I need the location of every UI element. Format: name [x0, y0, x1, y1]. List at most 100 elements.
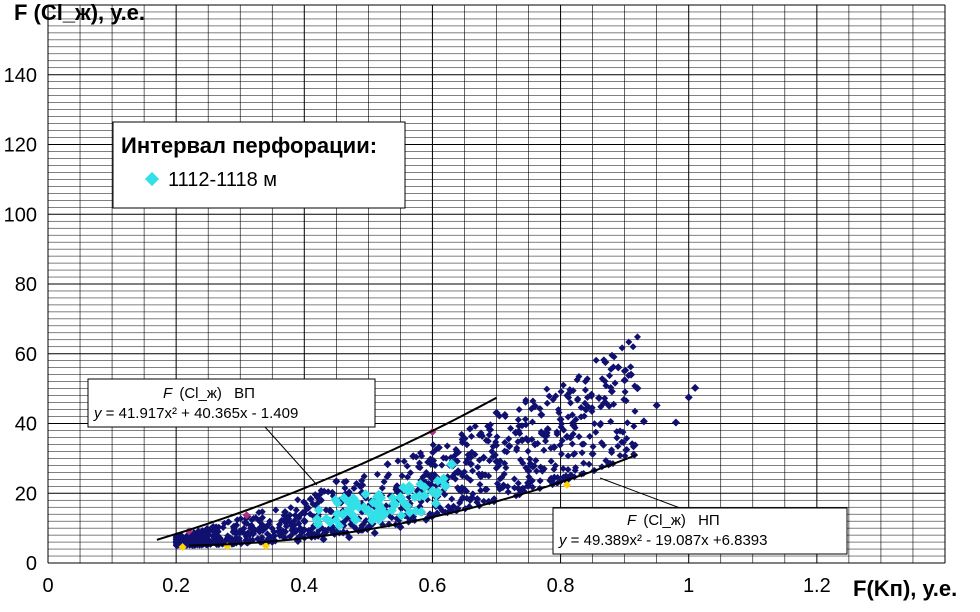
svg-text:y = 41.917x² + 40.365x: y = 41.917x² + 40.365x - 1.409 [93, 405, 298, 422]
data-point-cloud [459, 493, 467, 501]
data-point-cloud [481, 471, 489, 479]
data-point-highlight [321, 513, 332, 524]
data-point-cloud [569, 387, 577, 395]
data-point-cloud [271, 532, 279, 540]
data-point-cloud [484, 437, 492, 445]
data-point [306, 495, 315, 504]
data-point [486, 425, 495, 434]
data-point-highlight [353, 502, 364, 513]
data-point-cloud [542, 437, 550, 445]
data-point-cloud [400, 457, 408, 465]
data-point-cloud [560, 426, 568, 434]
data-point-cloud [378, 484, 386, 492]
data-point-cloud [625, 338, 633, 346]
data-point-cloud [517, 456, 525, 464]
data-point-cloud [606, 372, 614, 380]
data-point [261, 541, 270, 550]
data-point-cloud [553, 428, 561, 436]
y-axis-ticks: 0 20 40 60 80 100 120 140 [4, 65, 37, 575]
data-point-cloud [618, 344, 626, 352]
data-point-cloud [628, 440, 636, 448]
data-point-cloud [621, 388, 629, 396]
data-point-cloud [623, 446, 631, 454]
data-point-cloud [526, 461, 534, 469]
data-point-cloud [583, 375, 591, 383]
data-point-cloud [511, 484, 519, 492]
data-point-cloud [573, 396, 581, 404]
data-point-cloud [629, 343, 637, 351]
data-point [588, 449, 597, 458]
y-tick-label: 20 [15, 483, 37, 505]
data-point [300, 516, 309, 525]
data-point-highlight [334, 520, 345, 531]
y-tick-label: 80 [15, 274, 37, 296]
data-point-highlight [332, 508, 343, 519]
y-axis-title: F (Cl_ж), у.е. [14, 0, 145, 25]
data-point-cloud [255, 508, 263, 516]
data-point-highlight [313, 505, 324, 516]
data-point-highlight [432, 475, 443, 486]
data-point-cloud [466, 425, 474, 433]
data-point-cloud [540, 446, 548, 454]
trendline-label-vp-leader [264, 426, 318, 486]
data-point-cloud [613, 434, 621, 442]
data-point-cloud [577, 413, 585, 421]
data-point-cloud [510, 475, 518, 483]
data-point-cloud [254, 535, 262, 543]
data-point-cloud [521, 415, 529, 423]
legend-title: Интервал перфорации: [121, 133, 377, 158]
data-point [595, 394, 604, 403]
data-point [562, 480, 571, 489]
data-point-cloud [272, 506, 280, 514]
data-point-cloud [503, 448, 511, 456]
data-point-cloud [485, 431, 493, 439]
data-point-cloud [486, 457, 494, 465]
data-point-cloud [321, 526, 329, 534]
data-point-cloud [618, 438, 626, 446]
data-point-cloud [394, 457, 402, 465]
data-point-cloud [288, 526, 296, 534]
data-point-cloud [559, 381, 567, 389]
data-point-cloud [631, 407, 639, 415]
data-point-cloud [489, 443, 497, 451]
data-point-cloud [568, 440, 576, 448]
svg-text:F (Cl_ж) НП: F (Cl_ж) НП [627, 512, 720, 529]
data-point-cloud [316, 490, 324, 498]
data-point-cloud [623, 419, 631, 427]
data-point [454, 467, 463, 476]
data-point-cloud [550, 465, 558, 473]
data-point-cloud [567, 399, 575, 407]
data-point-cloud [533, 467, 541, 475]
data-point [223, 534, 232, 543]
data-point [627, 370, 636, 379]
data-point-cloud [311, 491, 319, 499]
data-point-cloud [406, 469, 414, 477]
data-point-cloud [597, 419, 605, 427]
data-point-cloud [623, 435, 631, 443]
legend-marker [144, 171, 160, 187]
data-point-cloud [448, 495, 456, 503]
data-point [261, 523, 270, 532]
data-point-cloud [357, 483, 365, 491]
data-point [582, 405, 591, 414]
trendline-label-np-leader [599, 477, 681, 509]
data-point-cloud [483, 485, 491, 493]
data-point [274, 527, 283, 536]
data-point-cloud [526, 455, 534, 463]
data-point-cloud [554, 406, 562, 414]
data-point-cloud [324, 488, 332, 496]
x-axis-title: F(Kп), у.е. [853, 576, 957, 601]
data-point-cloud [575, 373, 583, 381]
data-point [204, 526, 213, 535]
data-point-cloud [620, 396, 628, 404]
data-point-cloud [602, 457, 610, 465]
data-point-cloud [438, 461, 446, 469]
data-point-cloud [237, 515, 245, 523]
data-point-cloud [580, 459, 588, 467]
data-point-cloud [528, 477, 536, 485]
data-point-cloud [616, 452, 624, 460]
data-point-highlight [398, 482, 409, 493]
data-point-cloud [600, 399, 608, 407]
data-point-cloud [571, 450, 579, 458]
data-point [473, 495, 482, 504]
